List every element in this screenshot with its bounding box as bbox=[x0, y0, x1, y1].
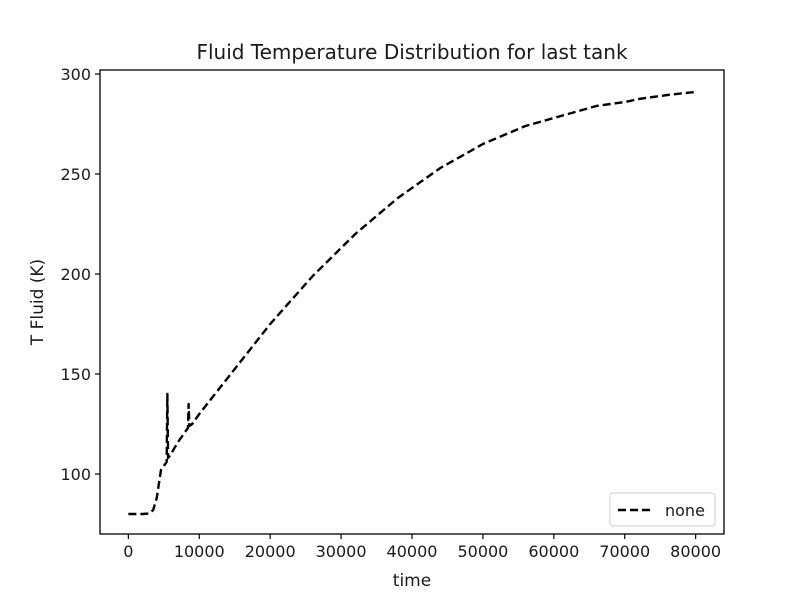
x-tick-label: 30000 bbox=[316, 542, 367, 561]
x-tick-label: 70000 bbox=[599, 542, 650, 561]
y-tick-label: 300 bbox=[60, 65, 91, 84]
y-tick-label: 100 bbox=[60, 465, 91, 484]
y-axis: 100 150 200 250 300 bbox=[60, 65, 100, 484]
x-axis: 0 10000 20000 30000 40000 50000 60000 70000 8000… bbox=[123, 534, 721, 561]
chart-title: Fluid Temperature Distribution for last … bbox=[196, 40, 627, 64]
x-tick-label: 80000 bbox=[670, 542, 721, 561]
x-axis-label: time bbox=[393, 571, 431, 591]
y-tick-label: 250 bbox=[60, 165, 91, 184]
x-tick-label: 50000 bbox=[457, 542, 508, 561]
x-tick-label: 0 bbox=[123, 542, 133, 561]
x-tick-label: 20000 bbox=[245, 542, 296, 561]
legend-box bbox=[609, 492, 716, 527]
series-layer bbox=[128, 90, 696, 516]
y-tick-label: 150 bbox=[60, 365, 91, 384]
y-axis-label: T Fluid (K) bbox=[28, 259, 48, 346]
series-line-none bbox=[128, 90, 696, 516]
y-tick-label: 200 bbox=[60, 265, 91, 284]
legend: none bbox=[609, 492, 716, 527]
x-tick-label: 60000 bbox=[528, 542, 579, 561]
x-tick-label: 10000 bbox=[174, 542, 225, 561]
legend-label-none: none bbox=[665, 501, 705, 520]
x-tick-label: 40000 bbox=[387, 542, 438, 561]
